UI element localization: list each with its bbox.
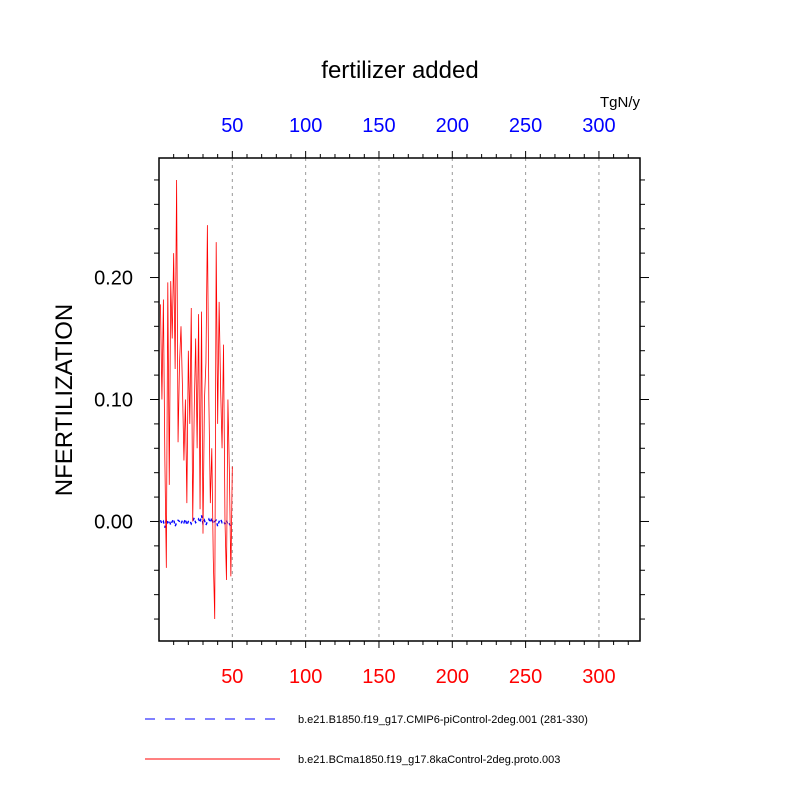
chart-title: fertilizer added — [321, 57, 478, 84]
x-top-tick-label: 200 — [436, 115, 469, 137]
y-tick-label: 0.20 — [94, 268, 133, 290]
x-top-tick-label: 150 — [362, 115, 395, 137]
legend-label: b.e21.BCma1850.f19_g17.8kaControl-2deg.p… — [298, 754, 560, 766]
y-tick-label: 0.00 — [94, 511, 133, 533]
x-top-tick-label: 100 — [289, 115, 322, 137]
series-line-blue — [159, 515, 233, 530]
units-label: TgN/y — [600, 94, 641, 111]
axis-ticks — [150, 151, 649, 648]
x-tick-label: 150 — [362, 666, 395, 688]
x-top-tick-label: 50 — [221, 115, 243, 137]
x-tick-label: 50 — [221, 666, 243, 688]
x-tick-label: 250 — [509, 666, 542, 688]
x-tick-label: 100 — [289, 666, 322, 688]
y-tick-label: 0.10 — [94, 390, 133, 412]
series-line-red — [160, 179, 233, 620]
series-layer — [159, 179, 233, 620]
x-tick-label: 300 — [582, 666, 615, 688]
grid-lines — [231, 158, 600, 641]
x-top-tick-label: 300 — [582, 115, 615, 137]
y-axis-label: NFERTILIZATION — [51, 304, 78, 496]
x-tick-label: 200 — [436, 666, 469, 688]
tick-labels: 50 50 100 100 150 150 200 200 250 250 300 300 0.00 0.… — [94, 115, 616, 688]
x-top-tick-label: 250 — [509, 115, 542, 137]
legend-label: b.e21.B1850.f19_g17.CMIP6-piControl-2deg… — [298, 714, 588, 726]
legend: b.e21.B1850.f19_g17.CMIP6-piControl-2deg… — [145, 714, 588, 766]
